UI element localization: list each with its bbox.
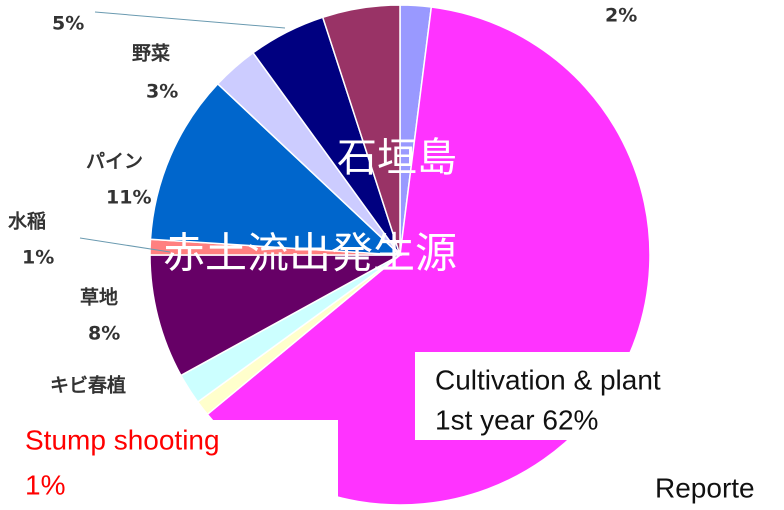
slice-value-label: 1% [25,469,65,500]
slice-value-label: 2% [605,5,637,27]
pie-slice [321,4,401,256]
slice-label: キビ春植 [50,374,126,397]
slice-value-label: 3% [146,81,178,103]
slice-value-label: 5% [52,13,84,35]
pie-slice [149,254,401,377]
slice-value-label: 8% [88,323,120,345]
slice-label: 野菜 [132,42,170,65]
slice-value-label: 1% [22,247,54,269]
annotation: 赤土流出発生源 [163,229,457,278]
label-box [415,352,784,440]
leader-line [94,11,286,29]
annotation: 石垣島 [337,135,457,181]
slice-value-label: 1st year 62% [435,404,598,435]
annotation: Reporte [655,472,755,503]
leader-line [79,237,171,253]
label-box [0,420,338,510]
slice-label: Stump shooting [25,424,220,455]
slice-value-label: 11% [106,187,151,209]
slice-label: 草地 [80,286,118,309]
slice-label: 水稲 [8,211,46,233]
slice-label: パイン [86,151,143,173]
pie-slice [149,82,403,256]
slice-label: Cultivation & plant [435,364,661,395]
